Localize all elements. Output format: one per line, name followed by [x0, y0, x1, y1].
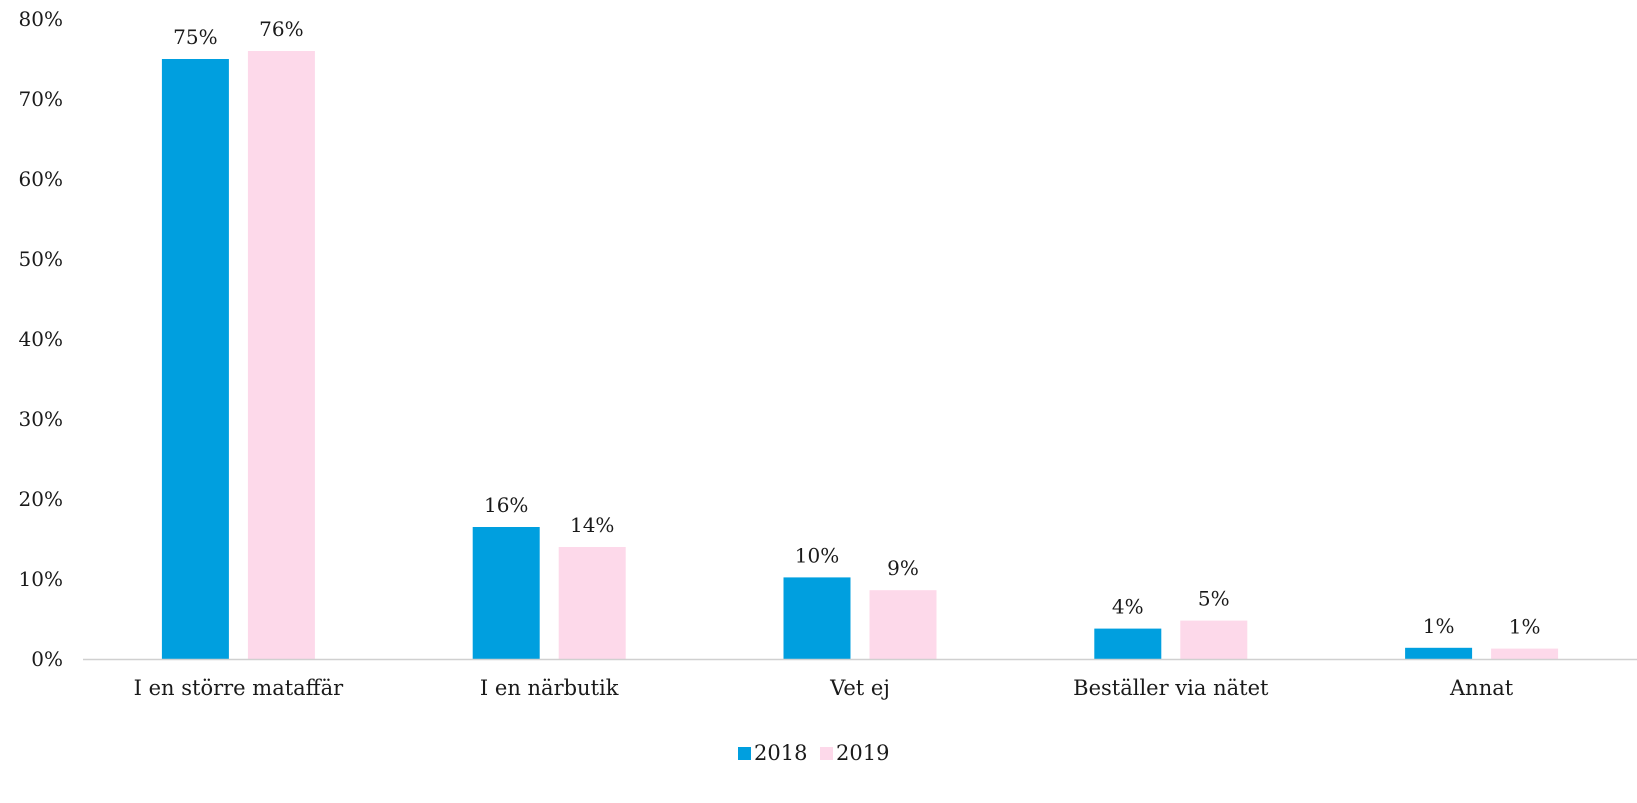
bar-2019 [558, 547, 626, 659]
bar-2019 [1491, 648, 1559, 659]
data-label: 10% [795, 543, 839, 567]
bar-2019 [1180, 620, 1248, 659]
legend-label: 2018 [754, 741, 807, 765]
data-label: 75% [173, 25, 217, 49]
category-label: Vet ej [829, 676, 890, 700]
bar-2019 [869, 590, 937, 659]
y-tick-label: 50% [19, 247, 63, 271]
bar-2018 [161, 59, 229, 659]
bar-2018 [783, 577, 851, 659]
legend-swatch-2018 [738, 747, 751, 760]
data-label: 76% [259, 17, 303, 41]
y-axis-ticks: 0% 10% 20% 30% 40% 50% 60% 70% 80% [19, 7, 63, 671]
bar-2018 [1405, 647, 1473, 659]
y-tick-label: 70% [19, 87, 63, 111]
category-labels: I en större mataffär I en närbutik Vet ej B… [134, 676, 1514, 700]
y-tick-label: 0% [31, 647, 63, 671]
bar-2019 [247, 51, 315, 659]
legend-label: 2019 [836, 741, 889, 765]
data-label: 4% [1112, 595, 1144, 619]
y-tick-label: 10% [19, 567, 63, 591]
bar-2018 [1094, 628, 1162, 659]
data-label: 1% [1423, 614, 1455, 638]
data-label: 14% [570, 513, 614, 537]
category-label: Beställer via nätet [1073, 676, 1269, 700]
bars [161, 51, 1559, 659]
category-label: Annat [1449, 676, 1514, 700]
y-tick-label: 30% [19, 407, 63, 431]
data-label: 9% [887, 556, 919, 580]
y-tick-label: 20% [19, 487, 63, 511]
data-labels: 75% 76% 16% 14% 10% 9% 4% 5% 1% 1% [173, 17, 1540, 639]
legend-swatch-2019 [820, 747, 833, 760]
data-label: 16% [484, 493, 528, 517]
bar-2018 [472, 527, 540, 659]
y-tick-label: 40% [19, 327, 63, 351]
category-label: I en större mataffär [134, 676, 344, 700]
y-tick-label: 60% [19, 167, 63, 191]
legend: 2018 2019 [738, 741, 889, 765]
data-label: 5% [1198, 587, 1230, 611]
data-label: 1% [1509, 615, 1541, 639]
category-label: I en närbutik [480, 676, 619, 700]
y-tick-label: 80% [19, 7, 63, 31]
